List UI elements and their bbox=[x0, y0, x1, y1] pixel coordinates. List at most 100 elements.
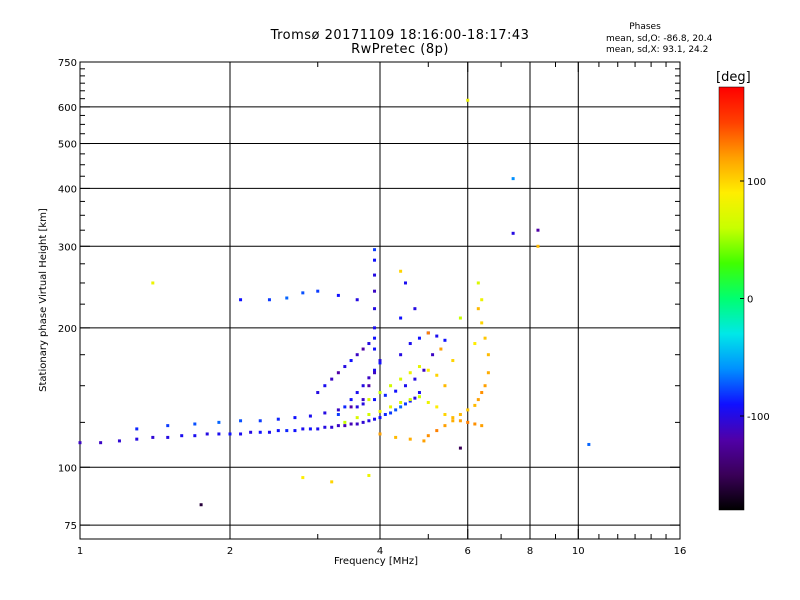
x-mode-point bbox=[451, 416, 455, 420]
x-mode-point bbox=[473, 403, 477, 407]
x-tick-label: 10 bbox=[572, 546, 585, 557]
o-mode-point bbox=[378, 416, 382, 420]
o-mode-point bbox=[536, 228, 540, 232]
o-mode-point bbox=[355, 405, 359, 409]
y-tick-label: 400 bbox=[58, 184, 77, 195]
x-mode-point bbox=[422, 439, 426, 443]
x-mode-point bbox=[486, 371, 490, 375]
x-mode-point bbox=[486, 353, 490, 357]
o-mode-point bbox=[373, 336, 377, 340]
x-mode-point bbox=[417, 365, 421, 369]
x-mode-point bbox=[301, 476, 305, 480]
o-mode-point bbox=[511, 231, 515, 235]
x-mode-point bbox=[466, 408, 470, 412]
x-mode-point bbox=[343, 420, 347, 424]
o-mode-point bbox=[361, 402, 365, 406]
o-mode-point bbox=[330, 377, 334, 381]
x-mode-point bbox=[426, 331, 430, 335]
x-mode-point bbox=[480, 424, 484, 428]
x-mode-point bbox=[399, 400, 403, 404]
o-mode-point bbox=[276, 429, 280, 433]
o-mode-point bbox=[343, 424, 347, 428]
o-mode-point bbox=[199, 503, 203, 507]
o-mode-point bbox=[373, 258, 377, 262]
o-mode-point bbox=[403, 402, 407, 406]
o-mode-point bbox=[316, 289, 320, 293]
x-mode-point bbox=[480, 298, 484, 302]
x-mode-point bbox=[399, 377, 403, 381]
y-tick-label: 100 bbox=[58, 463, 77, 474]
o-mode-point bbox=[323, 425, 327, 429]
x-mode-point bbox=[451, 359, 455, 363]
phase-stats-o-mode: mean, sd,O: -86.8, 20.4 bbox=[606, 34, 713, 44]
o-mode-point bbox=[285, 429, 289, 433]
x-mode-point bbox=[439, 347, 443, 351]
o-mode-point bbox=[408, 342, 412, 346]
o-mode-point bbox=[355, 391, 359, 395]
y-tick-label: 600 bbox=[58, 103, 77, 114]
o-mode-point bbox=[394, 389, 398, 393]
o-mode-point bbox=[511, 177, 515, 181]
o-mode-point bbox=[422, 368, 426, 372]
colorbar-tick-label: -100 bbox=[747, 412, 770, 423]
x-mode-point bbox=[378, 409, 382, 413]
x-mode-point bbox=[417, 395, 421, 399]
o-mode-point bbox=[399, 316, 403, 320]
x-mode-point bbox=[355, 416, 359, 420]
x-mode-point bbox=[443, 424, 447, 428]
x-mode-point bbox=[426, 400, 430, 404]
o-mode-point bbox=[285, 296, 289, 300]
o-mode-point bbox=[355, 298, 359, 302]
x-mode-point bbox=[443, 412, 447, 416]
o-mode-point bbox=[205, 432, 209, 436]
o-mode-point bbox=[316, 427, 320, 431]
o-mode-point bbox=[151, 435, 155, 439]
o-mode-point bbox=[293, 416, 297, 420]
o-mode-point bbox=[323, 411, 327, 415]
chart-subtitle: RwPretec (8p) bbox=[351, 42, 449, 57]
o-mode-point bbox=[383, 412, 387, 416]
x-mode-point bbox=[408, 371, 412, 375]
o-mode-point bbox=[166, 424, 170, 428]
colorbar-tick-label: 100 bbox=[747, 177, 766, 188]
o-mode-point bbox=[399, 353, 403, 357]
o-mode-point bbox=[373, 371, 377, 375]
x-mode-point bbox=[435, 429, 439, 433]
o-mode-point bbox=[378, 359, 382, 363]
o-mode-point bbox=[293, 429, 297, 433]
x-tick-label: 16 bbox=[674, 546, 687, 557]
colorbar bbox=[718, 86, 745, 511]
o-mode-point bbox=[383, 393, 387, 397]
x-axis-label: Frequency [MHz] bbox=[334, 556, 419, 567]
o-mode-point bbox=[228, 432, 232, 436]
y-tick-label: 300 bbox=[58, 242, 77, 253]
o-mode-point bbox=[403, 281, 407, 285]
y-tick-label: 200 bbox=[58, 324, 77, 335]
o-mode-point bbox=[587, 442, 591, 446]
o-mode-point bbox=[361, 347, 365, 351]
x-mode-point bbox=[367, 412, 371, 416]
x-mode-point bbox=[426, 434, 430, 438]
o-mode-point bbox=[301, 427, 305, 431]
x-mode-point bbox=[473, 422, 477, 426]
o-mode-point bbox=[117, 439, 121, 443]
phase-stats-x-mode: mean, sd,X: 93.1, 24.2 bbox=[606, 45, 709, 55]
o-mode-point bbox=[417, 391, 421, 395]
x-mode-point bbox=[426, 368, 430, 372]
o-mode-point bbox=[193, 434, 197, 438]
o-mode-point bbox=[361, 398, 365, 402]
x-mode-point bbox=[458, 316, 462, 320]
x-mode-point bbox=[476, 281, 480, 285]
x-mode-point bbox=[458, 419, 462, 423]
o-mode-point bbox=[373, 273, 377, 277]
x-mode-point bbox=[435, 405, 439, 409]
x-mode-point bbox=[476, 398, 480, 402]
o-mode-point bbox=[349, 398, 353, 402]
colorbar-ticks: 100 0 -100 bbox=[740, 177, 770, 423]
x-tick-label: 1 bbox=[77, 546, 83, 557]
o-mode-point bbox=[349, 405, 353, 409]
x-mode-point bbox=[394, 435, 398, 439]
o-mode-point bbox=[361, 420, 365, 424]
o-mode-point bbox=[458, 446, 462, 450]
x-mode-point bbox=[367, 473, 371, 477]
